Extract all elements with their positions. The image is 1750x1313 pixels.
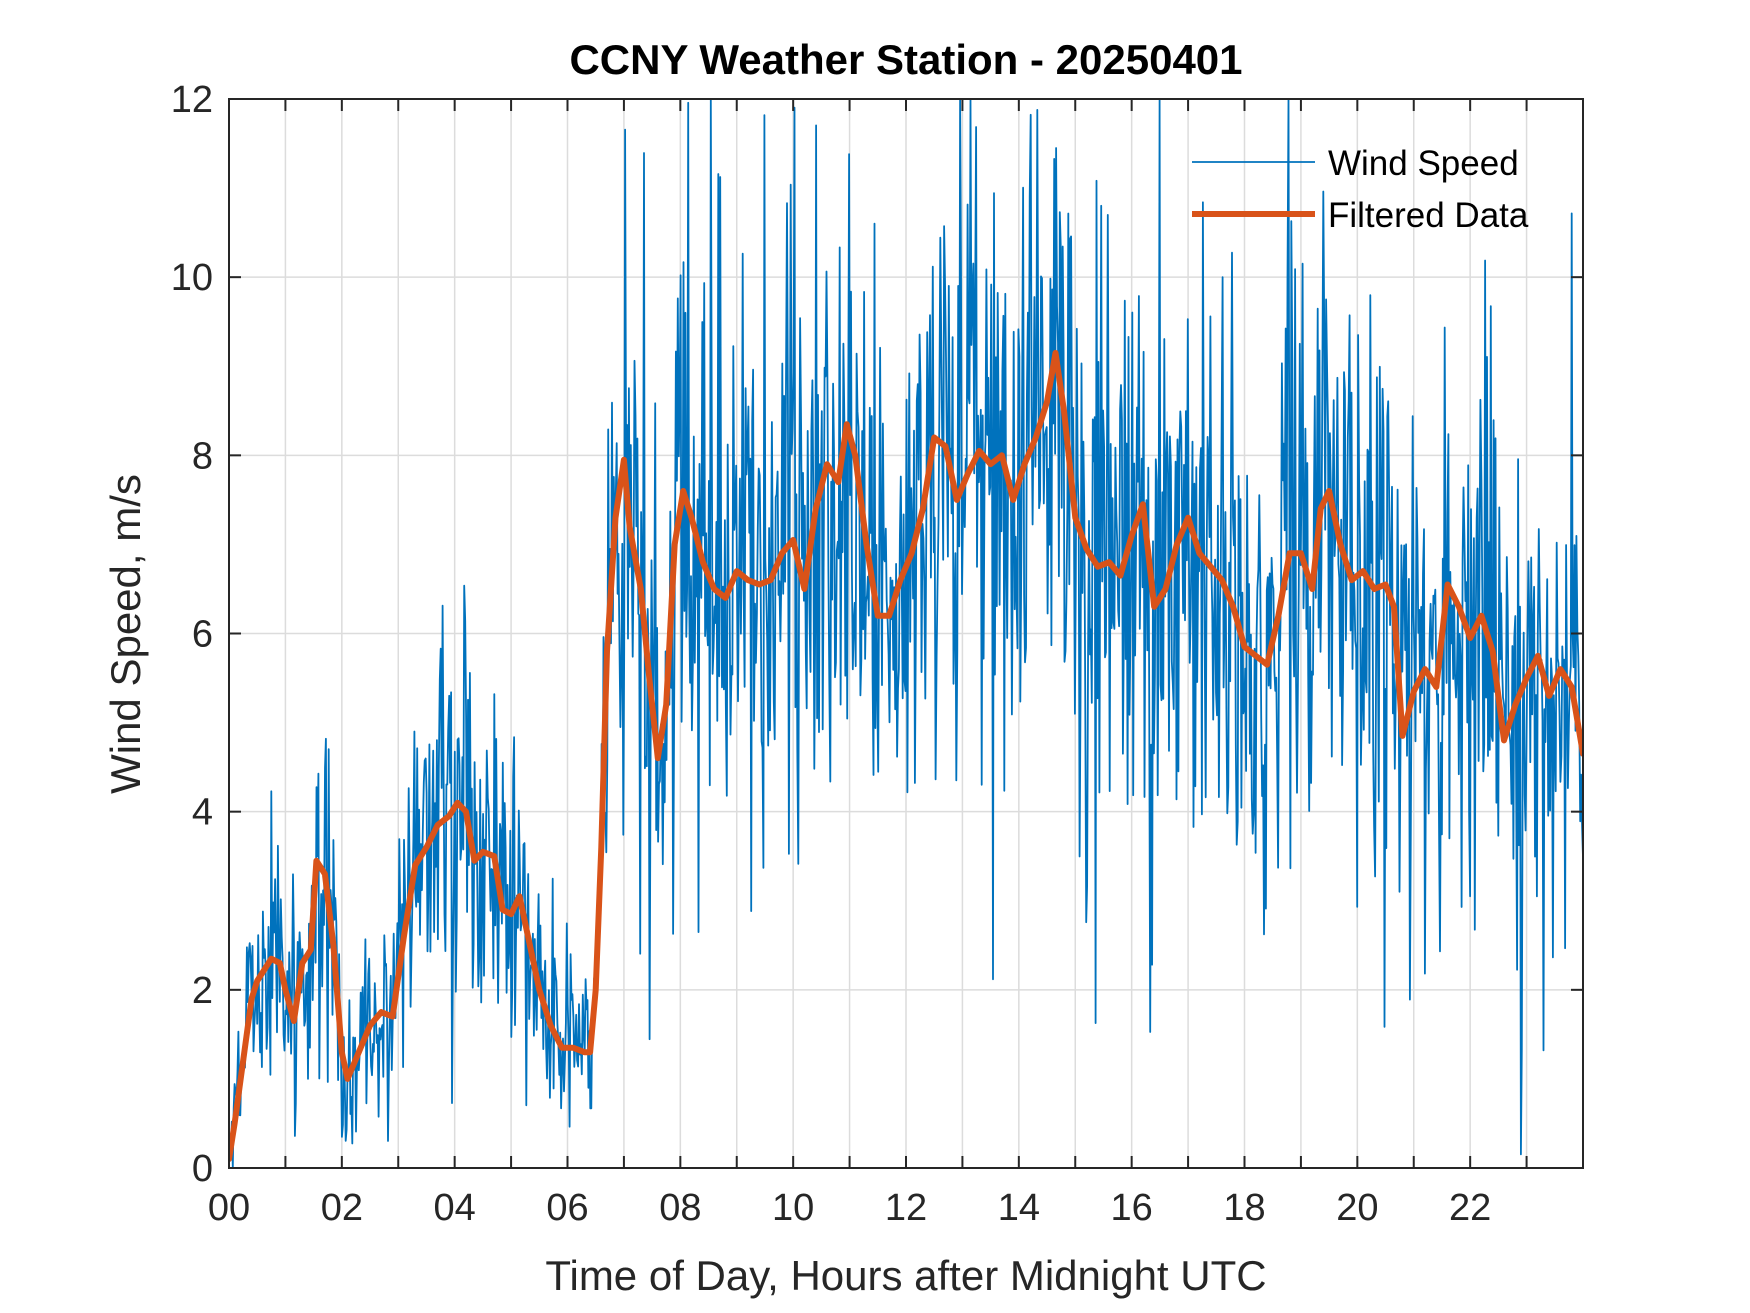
legend-label-wind-speed: Wind Speed	[1328, 144, 1519, 183]
series-wind-speed-line	[229, 99, 1583, 1168]
x-tick-label: 18	[1223, 1187, 1265, 1229]
x-tick-label: 22	[1449, 1187, 1491, 1229]
x-tick-label: 10	[772, 1187, 814, 1229]
y-tick-label: 4	[192, 792, 213, 834]
x-tick-label: 06	[546, 1187, 588, 1229]
y-tick-label: 10	[171, 257, 213, 299]
legend: Wind Speed Filtered Data	[1192, 144, 1529, 235]
x-tick-label: 04	[434, 1187, 476, 1229]
y-axis-ticks: 0 2 4 6 8 10 12	[171, 79, 1583, 1190]
y-tick-label: 0	[192, 1148, 213, 1190]
y-axis-label: Wind Speed, m/s	[102, 474, 149, 794]
x-tick-label: 12	[885, 1187, 927, 1229]
x-axis-label: Time of Day, Hours after Midnight UTC	[545, 1252, 1266, 1299]
legend-label-filtered-data: Filtered Data	[1328, 196, 1529, 235]
x-axis-ticks: 00 02 04 06 08 10 12 14 16 18 20 22	[208, 99, 1528, 1229]
x-tick-label: 00	[208, 1187, 250, 1229]
y-tick-label: 8	[192, 435, 213, 477]
x-tick-label: 14	[998, 1187, 1040, 1229]
x-tick-label: 16	[1111, 1187, 1153, 1229]
x-tick-label: 02	[321, 1187, 363, 1229]
y-tick-label: 2	[192, 970, 213, 1012]
chart-title: CCNY Weather Station - 20250401	[569, 36, 1242, 83]
y-tick-label: 6	[192, 614, 213, 656]
y-tick-label: 12	[171, 79, 213, 121]
filtered-data-points	[228, 352, 1584, 1160]
x-tick-label: 20	[1336, 1187, 1378, 1229]
x-tick-label: 08	[659, 1187, 701, 1229]
